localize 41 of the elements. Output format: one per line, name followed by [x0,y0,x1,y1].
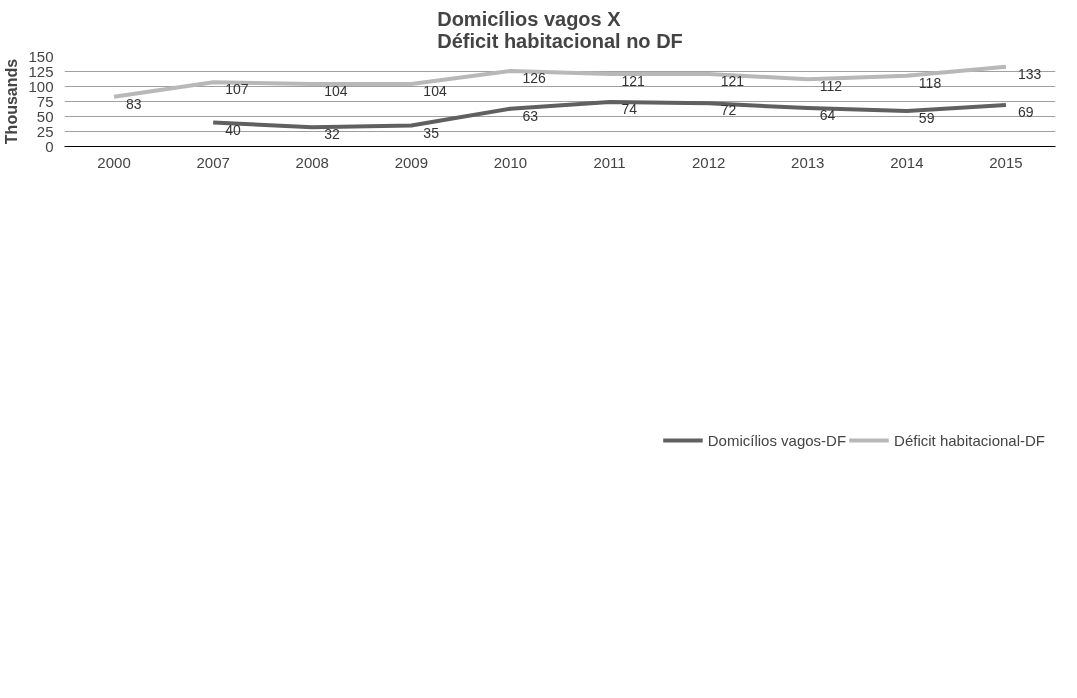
data-label: 74 [621,101,638,118]
y-tick-label: 100 [28,77,54,95]
data-label: 40 [225,121,241,138]
x-tick-label: 2012 [691,153,726,171]
y-tick-label: 0 [45,137,54,155]
data-label: 63 [522,107,539,124]
data-label: 112 [819,78,843,95]
data-label: 104 [423,83,447,100]
y-tick-label: 75 [36,92,54,110]
y-tick-label: 50 [36,107,54,125]
data-label: 64 [819,107,836,124]
x-tick-label: 2010 [493,153,528,171]
data-label: 121 [621,72,646,89]
legend-label: Déficit habitacional-DF [894,431,1045,449]
data-label: 83 [126,95,142,112]
data-label: 72 [720,102,737,119]
chart-title: Domicílios vagos X Déficit habitacional no DF [437,7,683,52]
data-label: 35 [423,124,440,141]
legend-label: Domicílios vagos-DF [707,431,847,449]
data-label: 69 [1017,104,1034,121]
data-label: 133 [1017,65,1042,82]
y-axis-title: Thousands [3,58,21,145]
x-tick-label: 2008 [295,153,329,171]
x-tick-label: 2015 [989,153,1023,171]
data-label: 104 [324,83,348,100]
x-tick-label: 2014 [890,153,924,171]
data-label: 121 [720,72,745,89]
y-tick-label: 25 [36,122,54,140]
x-tick-label: 2009 [394,153,429,171]
x-tick-label: 2011 [593,153,626,171]
data-label: 126 [522,69,547,86]
line-series [112,64,1008,99]
data-label: 32 [324,126,341,143]
x-tick-label: 2000 [97,153,131,171]
y-tick-label: 150 [28,47,54,65]
y-tick-label: 125 [28,62,54,80]
x-tick-label: 2013 [791,153,825,171]
data-label: 59 [918,110,935,127]
data-label: 107 [225,81,249,98]
data-label: 118 [918,74,942,91]
x-tick-label: 2007 [196,153,230,171]
